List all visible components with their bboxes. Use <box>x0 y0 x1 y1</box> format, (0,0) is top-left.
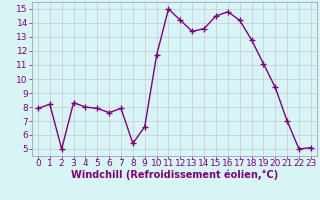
X-axis label: Windchill (Refroidissement éolien,°C): Windchill (Refroidissement éolien,°C) <box>71 169 278 180</box>
